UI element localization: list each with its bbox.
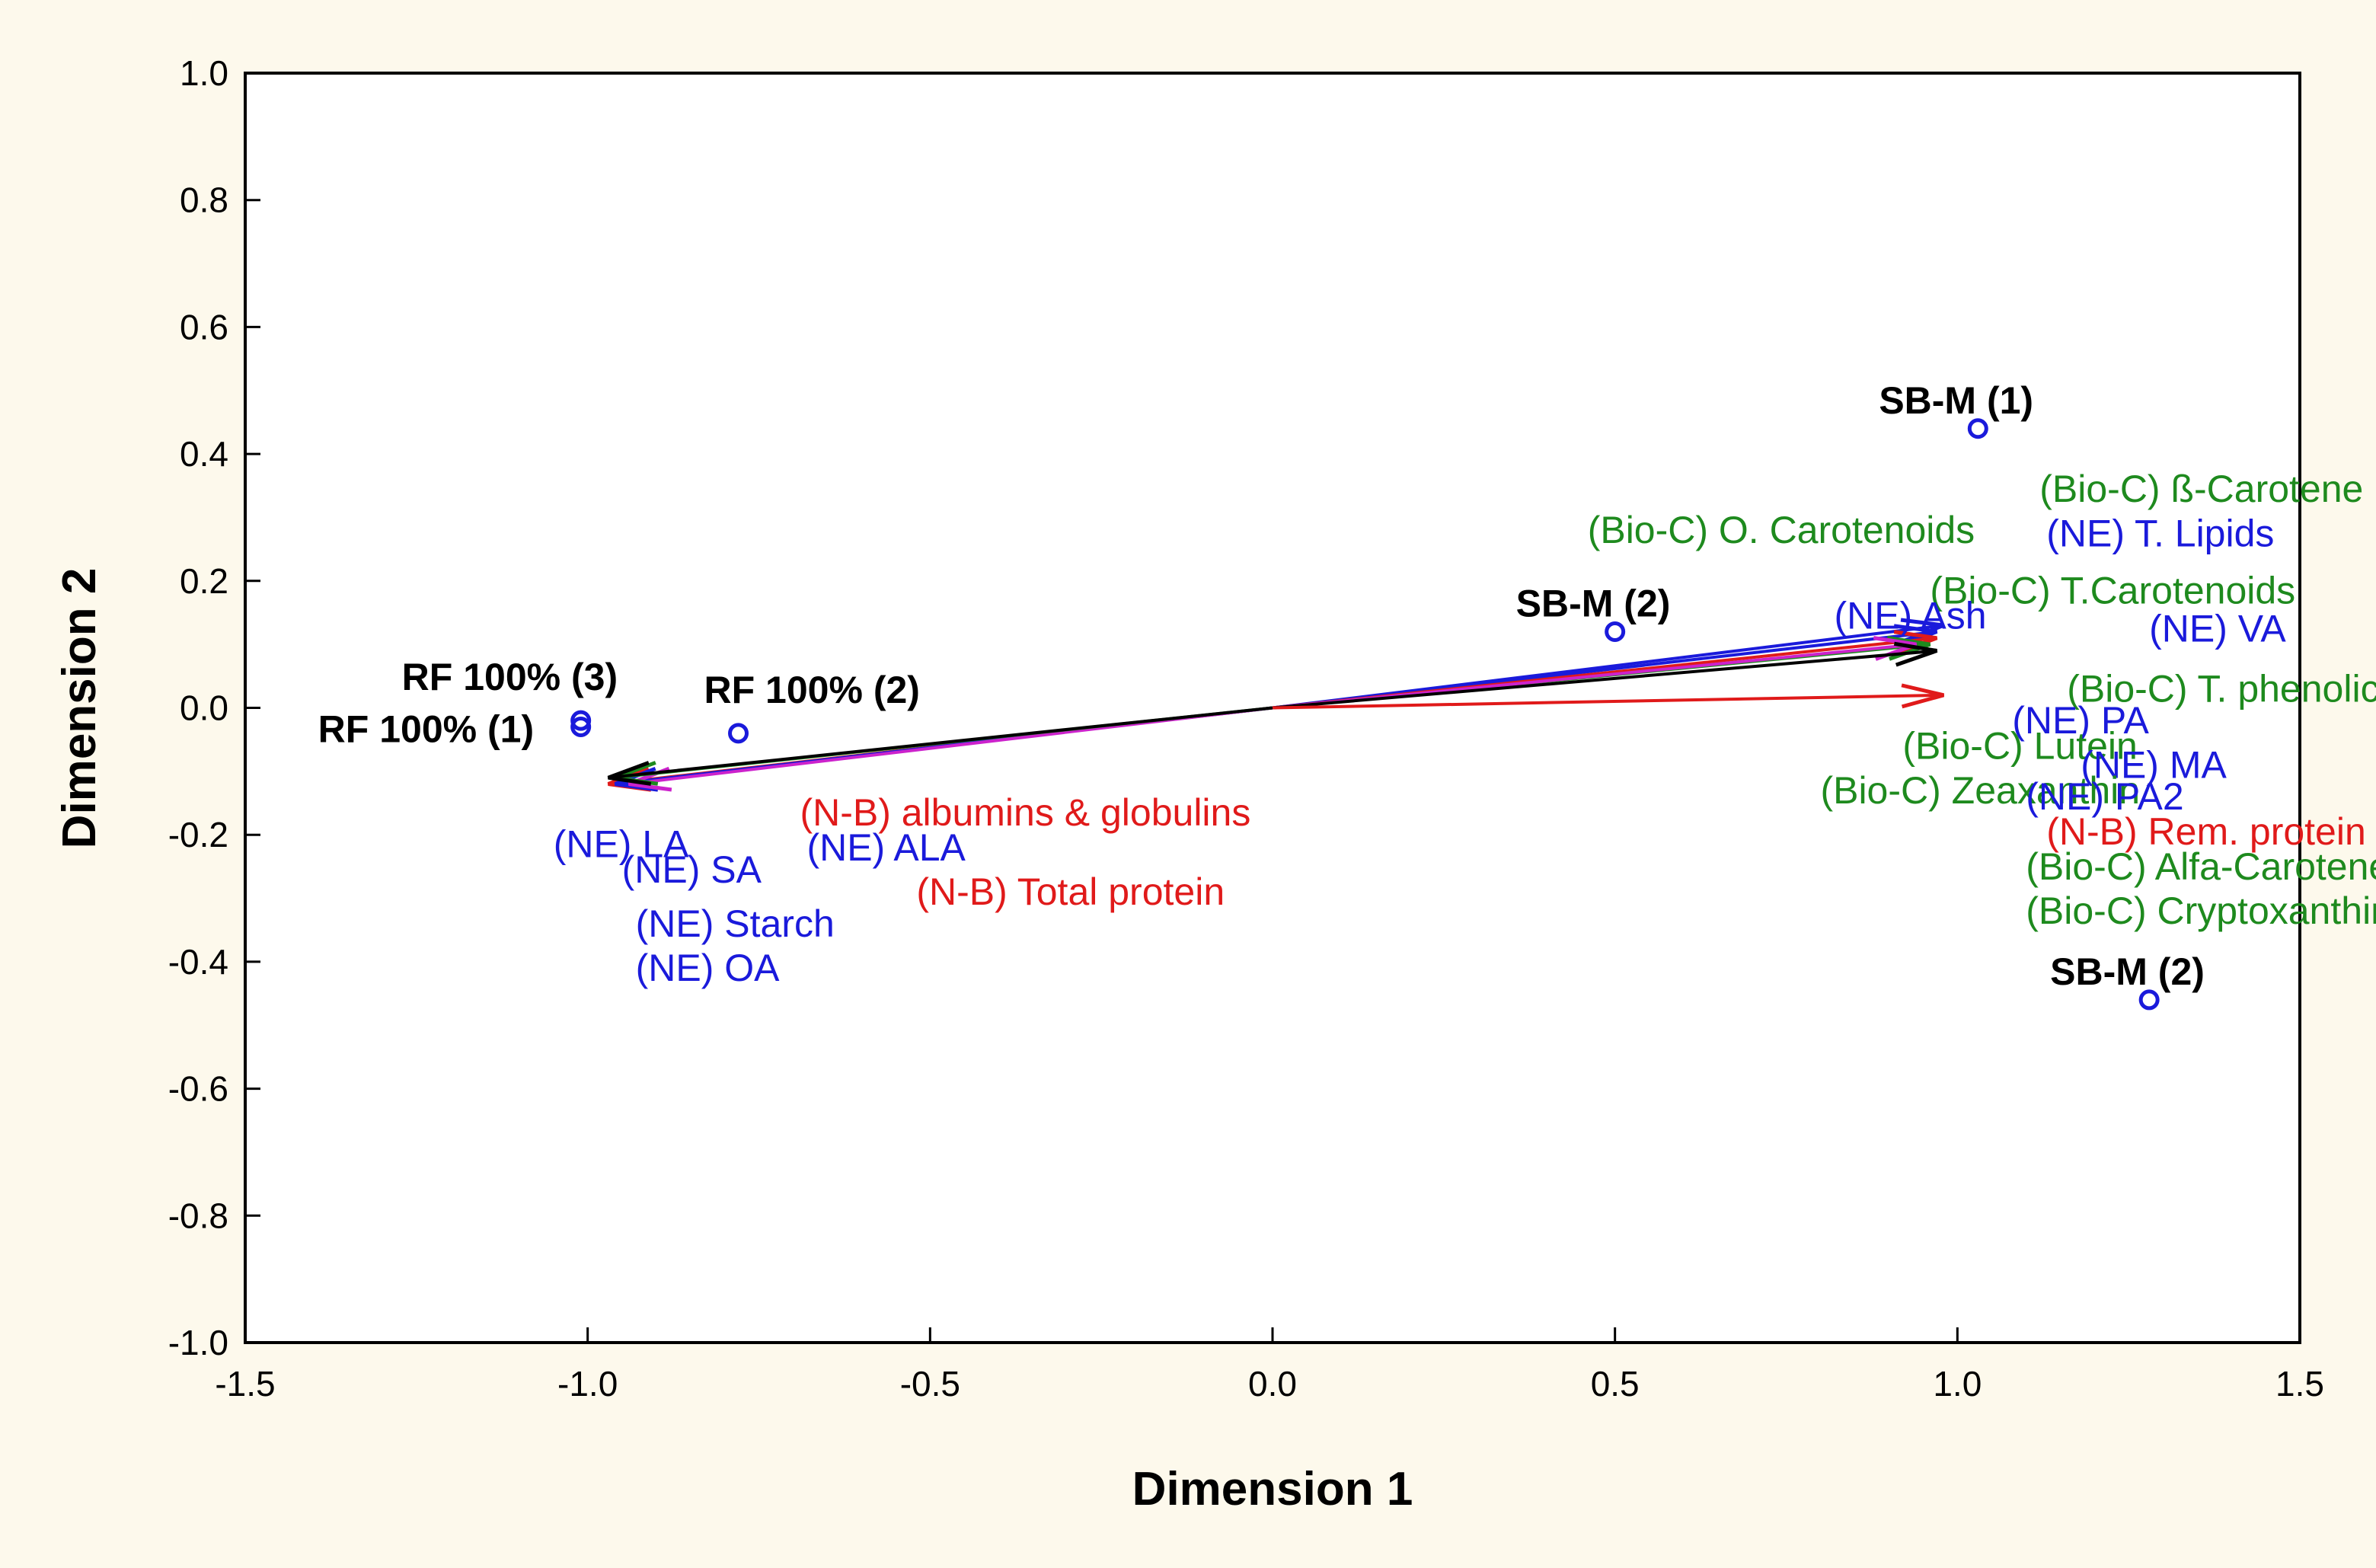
variable-label: (Bio-C) O. Carotenoids [1588,509,1975,551]
x-tick-label: -0.5 [900,1364,960,1404]
point-marker [728,723,749,744]
observation-points: SB-M (1) SB-M (2) SB-M (2) RF 100% (3) RF 10… [318,379,2205,1011]
point-marker [2138,989,2160,1011]
variable-vectors [607,618,1945,792]
vector-shaft [1272,649,1937,710]
y-tick-label: 0.2 [180,561,228,601]
variable-label: (Bio-C) Cryptoxanthin [2026,889,2376,932]
point-label: SB-M (2) [2050,950,2205,993]
y-tick-label: -1.0 [168,1323,228,1362]
y-tick-label: 0.0 [180,688,228,728]
x-tick-label: 1.5 [2275,1364,2324,1404]
variable-label: (Bio-C) T.Carotenoids [1930,569,2295,612]
axis-ticks: -1.5 -1.0 -0.5 0.0 0.5 1.0 1.51.00.80.60.40.20… [168,53,2324,1404]
vector-arrowhead [1893,641,1938,667]
variable-labels: (Bio-C) ß-Carotene (Bio-C) O. Carotenoids… [554,468,2376,989]
point-label: RF 100% (3) [402,656,618,698]
vector-shaft [608,706,1273,780]
variable-label: (NE) SA [622,848,762,891]
point-label: RF 100% (2) [704,669,920,711]
variable-label: (Bio-C) T. phenolic comp. [2067,667,2376,710]
x-tick-label: -1.0 [557,1364,618,1404]
variable-label: (N-B) albumins & globulins [800,791,1250,834]
variable-label: (NE) Ash [1834,595,1986,637]
point-label: RF 100% (1) [318,708,534,751]
variable-label: (Bio-C) Lutein [1902,725,2137,768]
y-tick-label: -0.8 [168,1196,228,1235]
x-tick-label: -1.5 [215,1364,275,1404]
variable-label: (NE) VA [2149,607,2286,650]
variable-label: (NE) PA [2012,699,2149,742]
point-marker [570,717,592,738]
x-axis-title: Dimension 1 [1132,1463,1413,1515]
variable-label: (Bio-C) Zeaxanthin [1820,769,2140,812]
variable-label: (NE) T. Lipids [2046,512,2274,554]
y-axis-title: Dimension 2 [53,568,106,849]
y-tick-label: 0.4 [180,434,228,474]
x-tick-label: 0.0 [1248,1364,1297,1404]
y-tick-label: 0.8 [180,180,228,220]
point-marker [1967,418,1988,439]
point-marker [1605,621,1626,642]
variable-label: (NE) PA2 [2026,775,2183,818]
y-tick-label: -0.2 [168,815,228,854]
y-tick-label: -0.4 [168,942,228,982]
variable-label: (N-B) Rem. protein fractions [2046,810,2376,853]
variable-label: (N-B) Total protein [916,870,1225,913]
variable-label: (Bio-C) ß-Carotene [2039,468,2363,510]
variable-label: (NE) Starch [636,902,835,945]
x-tick-label: 0.5 [1591,1364,1640,1404]
variable-vector [1272,641,1938,710]
vector-arrowhead [1901,683,1945,709]
variable-label: (NE) OA [636,947,781,989]
y-tick-label: 0.6 [180,307,228,346]
point-label: SB-M (1) [1879,379,2033,422]
variable-vector [1272,683,1945,710]
variable-label: (NE) ALA [806,826,966,869]
y-tick-label: 1.0 [180,53,228,93]
point-label: SB-M (2) [1516,582,1671,624]
x-tick-label: 1.0 [1933,1364,1982,1404]
vector-arrowhead [607,761,652,786]
variable-label: (NE) MA [2081,744,2227,787]
variable-label: (NE) LA [554,823,689,866]
y-tick-label: -0.6 [168,1069,228,1109]
variable-label: (Bio-C) Alfa-Carotene [2026,845,2376,888]
variable-vector [607,706,1273,786]
vector-shaft [1272,693,1944,710]
point-marker [570,710,592,731]
